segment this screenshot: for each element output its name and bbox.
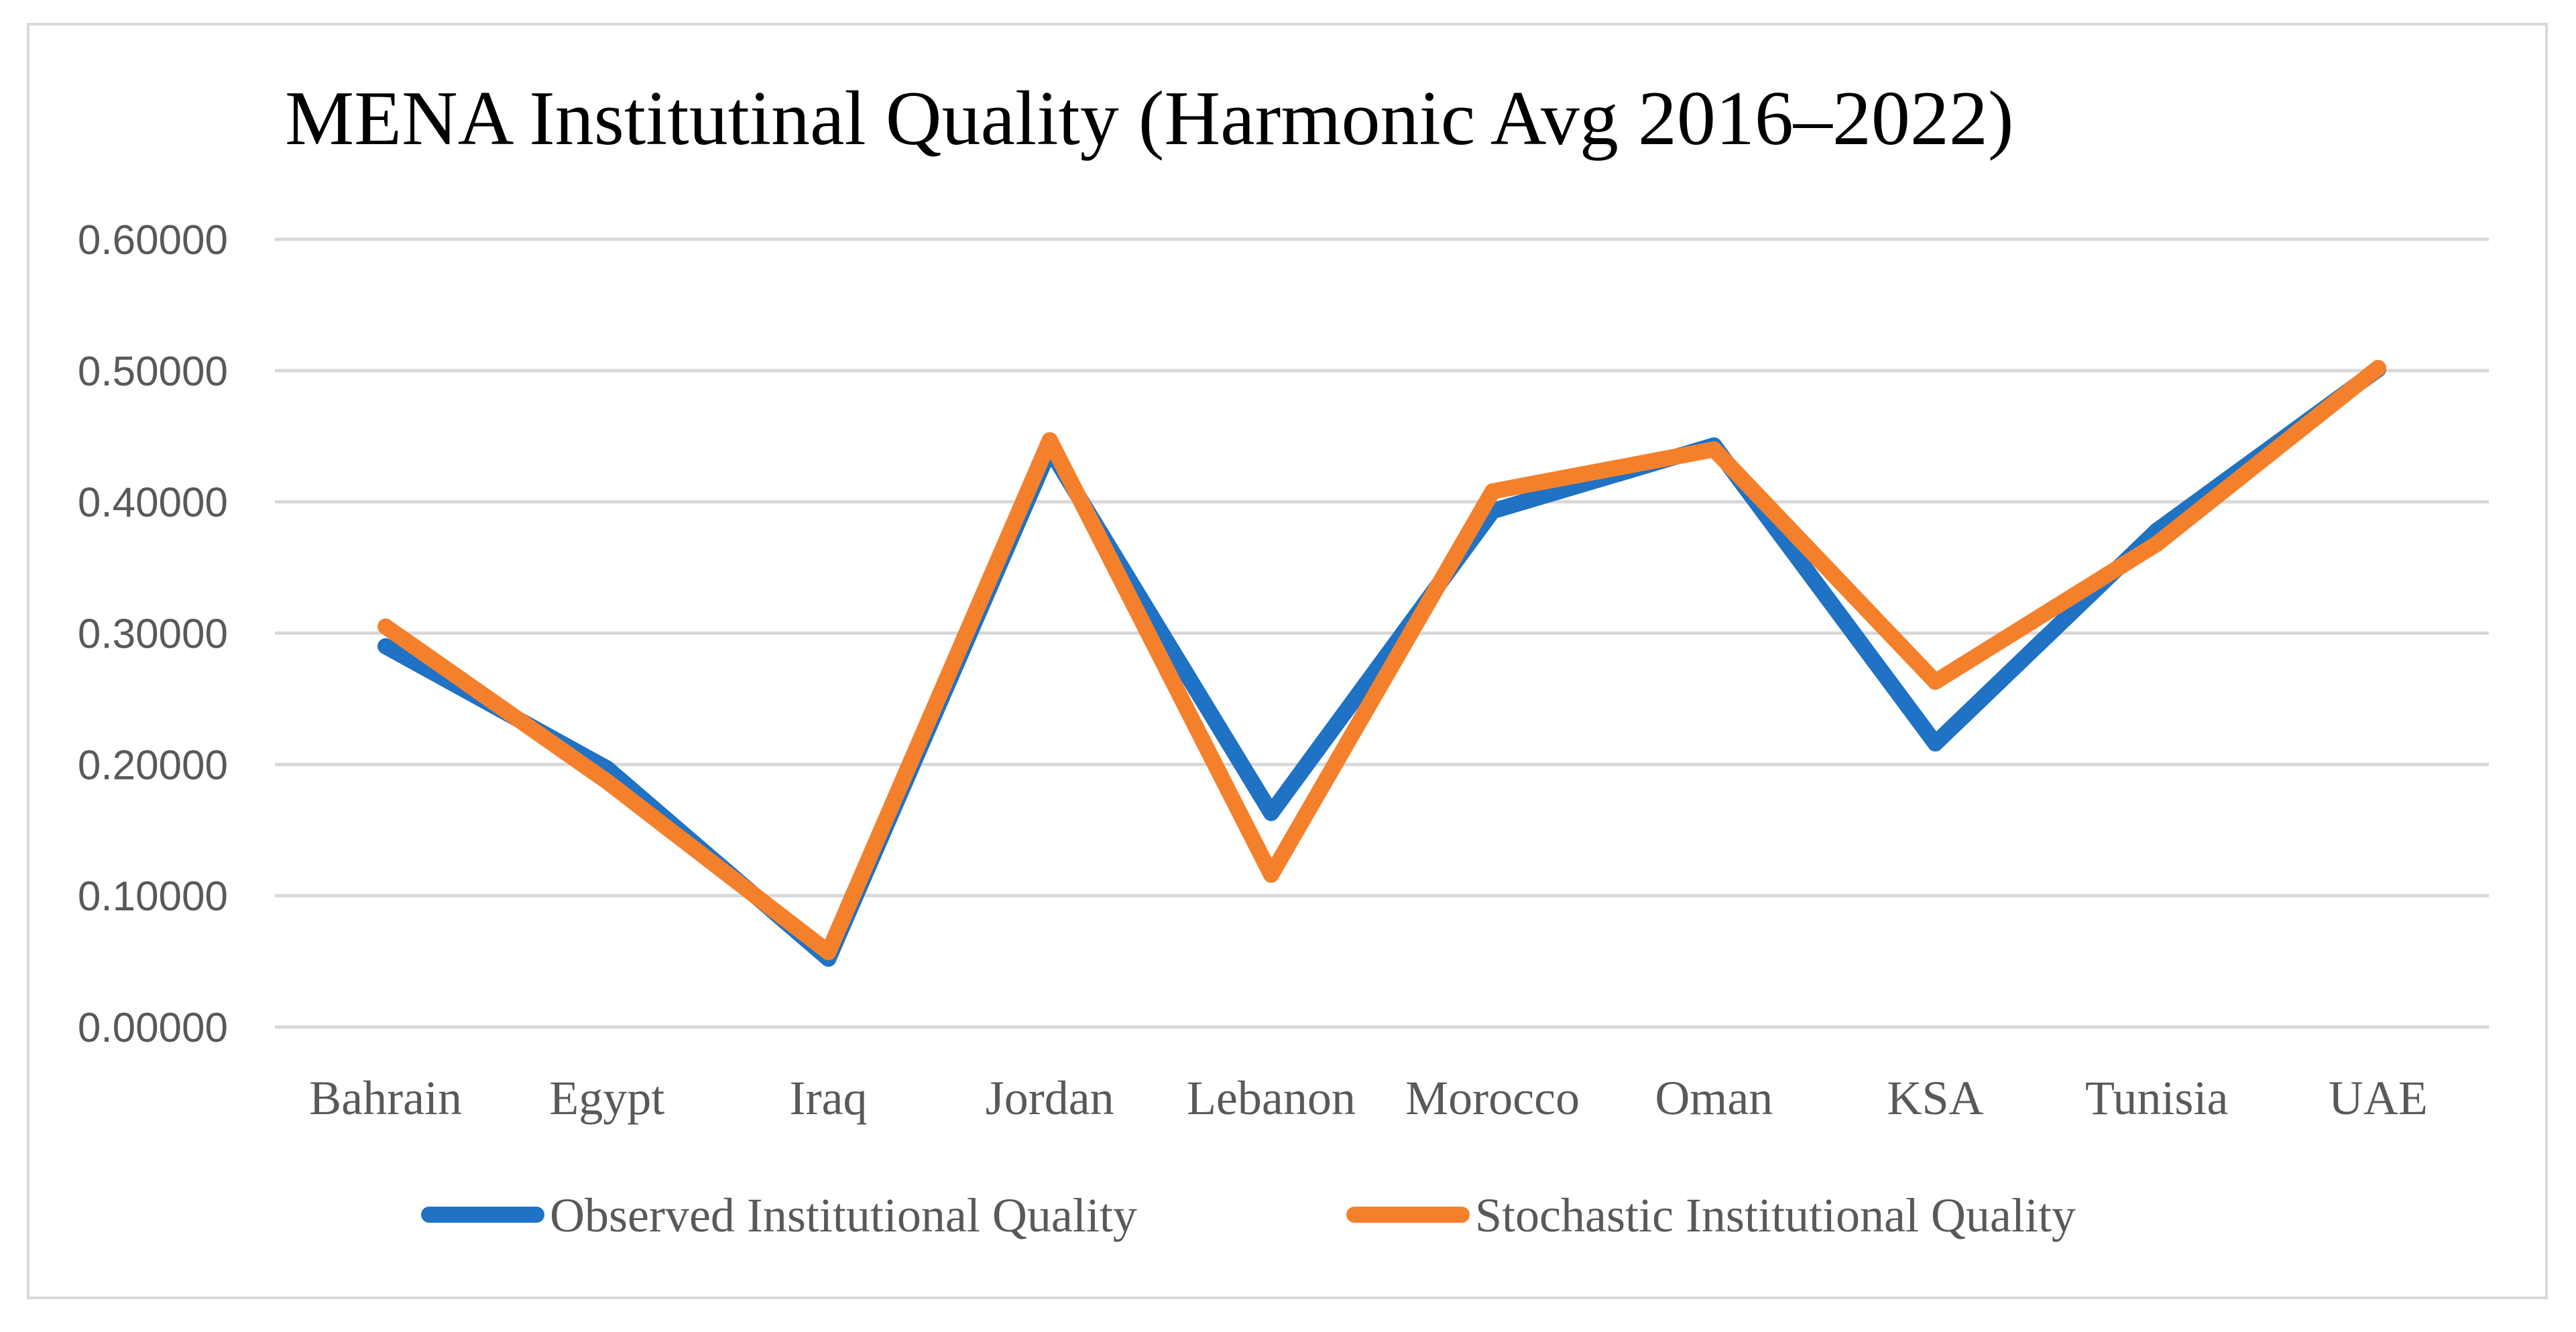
x-tick-label: Jordan (986, 1071, 1114, 1125)
x-tick-label: Bahrain (309, 1071, 462, 1125)
data-point (1263, 866, 1279, 883)
x-tick-label: Iraq (790, 1071, 868, 1125)
data-point (377, 618, 394, 635)
x-tick-label: UAE (2329, 1071, 2428, 1125)
data-point (820, 944, 837, 961)
y-tick-label: 0.00000 (78, 1005, 228, 1051)
series-line-2 (377, 359, 2386, 961)
data-point (1041, 432, 1058, 448)
x-tick-label: Egypt (549, 1071, 664, 1125)
data-point (2148, 536, 2165, 552)
data-point (1484, 483, 1501, 499)
x-tick-label: Tunisia (2085, 1071, 2228, 1125)
y-tick-label: 0.60000 (78, 217, 228, 263)
y-axis-ticks: 0.00000 0.10000 0.20000 0.30000 0.40000 0.500… (78, 217, 228, 1051)
legend: Observed Institutional Quality Stochastic… (421, 1189, 2076, 1242)
y-tick-label: 0.30000 (78, 611, 228, 658)
series-points-2 (377, 359, 2386, 961)
series-lines (377, 359, 2386, 967)
chart-title: MENA Institutinal Quality (Harmonic Avg … (285, 76, 2014, 162)
data-point (1263, 804, 1279, 821)
legend-label-2: Stochastic Institutional Quality (1475, 1189, 2076, 1242)
y-tick-label: 0.20000 (78, 742, 228, 788)
data-point (1706, 441, 1722, 458)
x-tick-label: Morocco (1405, 1071, 1580, 1125)
legend-label-1: Observed Institutional Quality (550, 1189, 1137, 1242)
data-point (2369, 359, 2386, 376)
data-point (599, 773, 616, 790)
x-tick-label: Oman (1655, 1071, 1773, 1125)
x-axis-ticks: Bahrain Egypt Iraq Jordan Lebanon Morocco Oman… (309, 1071, 2428, 1125)
x-tick-label: KSA (1887, 1071, 1983, 1125)
data-point (1927, 735, 1944, 751)
gridlines (275, 237, 2489, 1029)
data-point (377, 638, 394, 655)
x-tick-label: Lebanon (1187, 1071, 1356, 1125)
y-tick-label: 0.10000 (78, 873, 228, 920)
y-tick-label: 0.50000 (78, 349, 228, 395)
series-line-1 (377, 361, 2386, 967)
y-tick-label: 0.40000 (78, 480, 228, 526)
data-point (1927, 673, 1944, 690)
